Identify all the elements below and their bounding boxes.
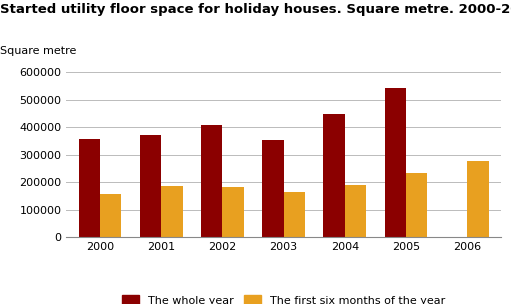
Bar bbox=[385, 88, 406, 237]
Bar bbox=[406, 173, 427, 237]
Bar bbox=[79, 139, 100, 237]
Bar bbox=[345, 185, 366, 237]
Bar bbox=[140, 135, 161, 237]
Bar bbox=[222, 187, 244, 237]
Bar bbox=[100, 194, 122, 237]
Bar bbox=[161, 186, 182, 237]
Bar bbox=[467, 161, 489, 237]
Bar bbox=[262, 140, 284, 237]
Bar bbox=[284, 192, 305, 237]
Text: Started utility floor space for holiday houses. Square metre. 2000-2006: Started utility floor space for holiday … bbox=[0, 3, 511, 16]
Text: Square metre: Square metre bbox=[0, 46, 76, 56]
Bar bbox=[201, 125, 222, 237]
Legend: The whole year, The first six months of the year: The whole year, The first six months of … bbox=[118, 290, 450, 304]
Bar bbox=[323, 114, 345, 237]
